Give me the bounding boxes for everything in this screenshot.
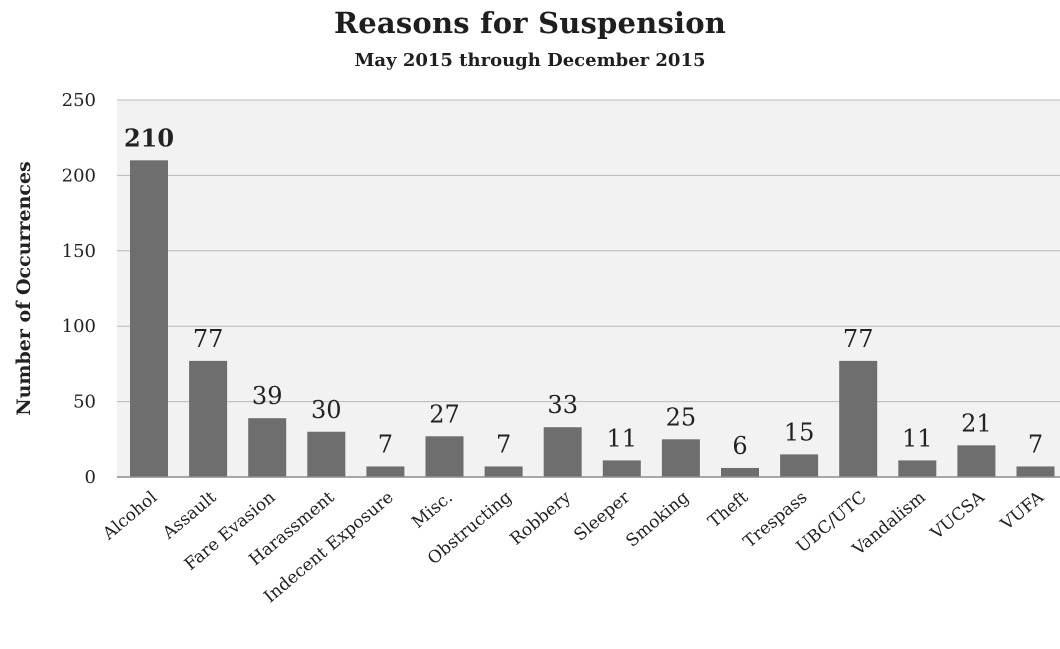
grid-lines (117, 99, 1060, 403)
bar (130, 160, 168, 477)
bar-value-label: 33 (547, 391, 578, 419)
bar-value-label: 6 (732, 432, 747, 460)
bar (602, 460, 641, 477)
value-labels: 210 77 39 30 7 27 7 33 11 25 6 15 77 11 21 7 (124, 123, 1043, 460)
bar-value-label: 15 (784, 418, 815, 446)
y-tick-label: 50 (73, 392, 96, 413)
bar (248, 418, 287, 477)
x-tick-label: Alcohol (98, 488, 161, 545)
bar (1016, 466, 1055, 477)
bar (957, 445, 996, 477)
y-tick-label: 100 (62, 316, 96, 337)
bar-value-label: 77 (193, 325, 224, 353)
bar-value-label: 7 (378, 430, 393, 458)
plot-background (117, 100, 1060, 477)
bar-value-label: 30 (311, 396, 342, 424)
bar (307, 431, 346, 477)
x-tick-label: VUFA (996, 487, 1048, 535)
x-tick-label: Robbery (506, 487, 575, 549)
x-tick-label: Theft (705, 487, 753, 532)
chart-title: Reasons for Suspension (333, 6, 727, 40)
bar (898, 460, 937, 477)
bar-value-label: 11 (902, 424, 933, 452)
y-axis-title: Number of Occurrences (13, 161, 35, 416)
bar-value-label: 27 (429, 400, 460, 428)
bar-value-label: 77 (843, 325, 874, 353)
bar (839, 360, 878, 477)
y-tick-label: 0 (85, 467, 96, 488)
bar (661, 439, 700, 477)
bar (189, 360, 228, 477)
y-tick-label: 150 (62, 241, 96, 262)
bar (484, 466, 523, 477)
bar (425, 436, 464, 477)
bar-value-label: 7 (1028, 430, 1043, 458)
bar-value-label: 39 (252, 382, 283, 410)
bar-value-label: 21 (961, 409, 992, 437)
y-tick-label: 250 (62, 90, 96, 111)
y-tick-labels: 0 50 100 150 200 250 (62, 90, 96, 488)
bar-value-label: 11 (607, 424, 638, 452)
chart-subtitle: May 2015 through December 2015 (354, 50, 706, 71)
x-tick-label: VUCSA (926, 487, 989, 544)
bar (366, 466, 405, 477)
bar (721, 467, 759, 477)
bars (130, 160, 1055, 477)
bar (780, 454, 819, 477)
bar-value-label: 25 (666, 403, 697, 431)
x-tick-label: Misc. (408, 488, 456, 533)
y-tick-label: 200 (62, 165, 96, 186)
bar-value-label: 210 (124, 123, 174, 152)
x-tick-label: Smoking (622, 487, 693, 551)
bar-value-label: 7 (496, 430, 511, 458)
bar (543, 427, 582, 477)
